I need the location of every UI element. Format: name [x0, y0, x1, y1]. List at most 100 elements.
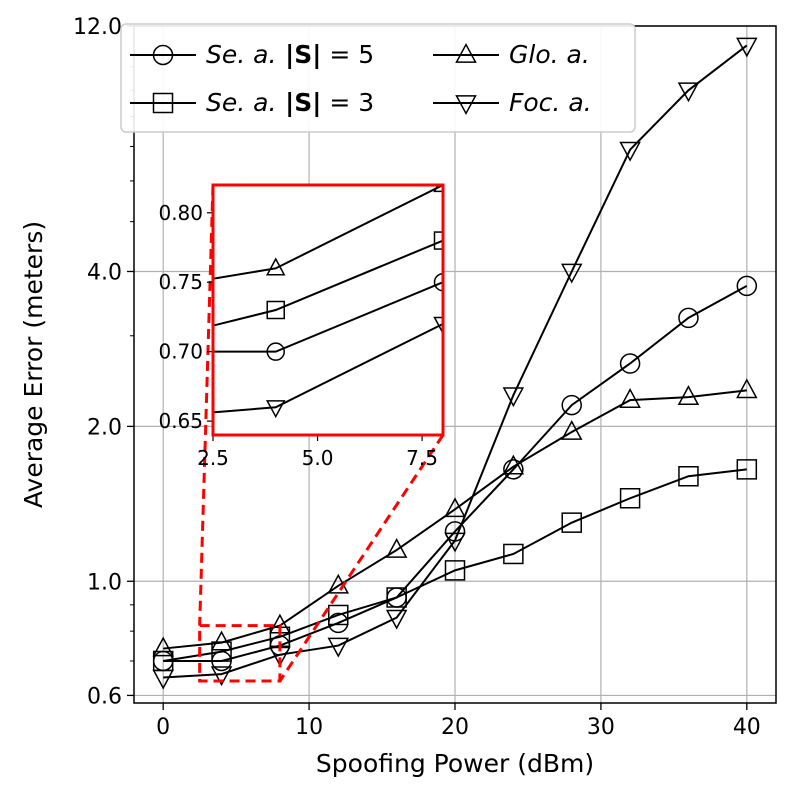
x-tick-label: 0: [156, 715, 170, 740]
inset-frame: [211, 183, 445, 437]
legend-label-part: Glo. a.: [509, 40, 590, 69]
legend-label: Foc. a.: [509, 88, 592, 117]
data-point-triangle-up: [619, 388, 641, 408]
series-line: [163, 389, 747, 650]
inset-series-triangle-up: [213, 185, 443, 280]
legend-label-part: Foc. a.: [509, 88, 592, 117]
data-point-circle: [678, 307, 699, 329]
inset-series-triangle-down: [213, 316, 443, 419]
inset-series-line: [213, 281, 443, 353]
inset-y-tick-label: 0.80: [158, 201, 203, 225]
data-point-triangle-down: [455, 95, 477, 116]
x-tick-label: 40: [733, 715, 761, 740]
data-point-triangle-down: [677, 82, 700, 103]
data-point-triangle-down: [385, 609, 408, 630]
x-tick-label: 20: [441, 715, 469, 740]
data-point-square: [433, 231, 443, 250]
legend-entry-square: Se. a. |S| = 3: [130, 88, 374, 117]
series-triangle-down: [152, 37, 758, 690]
data-point-triangle-down: [210, 666, 233, 687]
legend-entry-triangle-up: Glo. a.: [433, 40, 590, 69]
legend-label-part: |S|: [276, 88, 321, 117]
data-point-square: [678, 465, 699, 487]
y-axis-label: Average Error (meters): [19, 221, 48, 508]
data-point-triangle-down: [619, 141, 641, 162]
data-point-triangle-down: [327, 637, 350, 658]
legend-label: Se. a. |S| = 5: [206, 40, 374, 69]
legend-label: Se. a. |S| = 3: [206, 88, 374, 117]
legend-label-part: Se. a.: [206, 88, 276, 117]
zoom-connector-line: [198, 184, 215, 626]
data-point-square: [266, 300, 285, 320]
y-tick-label: 1.0: [87, 570, 122, 595]
data-point-triangle-down: [736, 37, 758, 58]
data-point-triangle-up: [444, 497, 466, 518]
series-line: [163, 44, 748, 679]
inset-background: [213, 185, 443, 435]
inset-x-tick-label: 2.5: [197, 446, 229, 470]
data-point-triangle-down: [433, 316, 443, 335]
data-point-triangle-up: [736, 378, 758, 399]
data-point-square: [561, 512, 582, 533]
data-point-square: [152, 92, 174, 114]
y-tick-label: 12.0: [73, 15, 122, 40]
inset-y-tick-label: 0.65: [158, 409, 203, 433]
x-axis-label: Spoofing Power (dBm): [316, 749, 594, 778]
data-point-triangle-up: [560, 420, 583, 440]
data-point-triangle-up: [152, 636, 174, 657]
data-point-circle: [619, 353, 641, 374]
inset-x-tick-label: 5.0: [302, 446, 334, 470]
inset-x-tick-label: 7.5: [406, 446, 438, 470]
y-tick-label: 0.6: [87, 684, 122, 709]
inset-series-circle: [213, 272, 443, 361]
data-point-triangle-up: [455, 42, 477, 63]
data-point-circle: [152, 44, 174, 66]
data-point-circle: [561, 394, 582, 416]
legend-label-part: Se. a.: [206, 40, 276, 69]
inset-series-line: [213, 322, 443, 414]
legend-label-part: |S|: [276, 40, 321, 69]
data-point-triangle-down: [560, 263, 583, 284]
zoom-region: [198, 624, 282, 683]
data-point-square: [503, 543, 524, 565]
data-point-triangle-down: [502, 387, 525, 408]
series-line: [163, 285, 748, 662]
inset-series-square: [213, 231, 443, 327]
data-point-triangle-down: [265, 400, 286, 419]
x-tick-label: 30: [587, 715, 615, 740]
inset-chart: 2.5 5.0 7.5 0.65 0.70 0.75 0.80: [158, 183, 445, 470]
legend-label-part: = 5: [321, 40, 374, 69]
inset-y-tick-label: 0.75: [158, 270, 203, 294]
inset-y-tick-label: 0.70: [158, 340, 203, 364]
data-point-circle: [433, 272, 443, 292]
x-tick-label: 10: [295, 715, 323, 740]
zoom-connector-line: [278, 434, 445, 682]
data-point-triangle-up: [502, 454, 525, 475]
inset-series-group: [213, 185, 443, 419]
data-point-square: [444, 560, 466, 581]
inset-series-line: [213, 185, 443, 280]
y-tick-label: 2.0: [87, 415, 122, 440]
legend-entry-circle: Se. a. |S| = 5: [130, 40, 374, 69]
data-point-triangle-up: [677, 385, 700, 405]
data-point-circle: [736, 275, 758, 297]
data-point-circle: [266, 342, 285, 361]
data-point-square: [328, 604, 349, 626]
legend-label-part: = 3: [321, 88, 374, 117]
series-group: [152, 37, 758, 690]
legend-entry-triangle-down: Foc. a.: [433, 88, 592, 117]
data-point-triangle-down: [444, 532, 466, 553]
data-point-triangle-down: [152, 669, 174, 690]
data-point-square: [386, 587, 407, 608]
data-point-triangle-up: [385, 538, 408, 558]
data-point-circle: [503, 459, 524, 480]
data-point-triangle-up: [210, 630, 233, 651]
y-tick-label: 4.0: [87, 260, 122, 285]
series-line: [163, 468, 747, 662]
legend-box: [120, 23, 636, 133]
data-point-square: [619, 487, 641, 509]
inset-series-line: [213, 239, 443, 327]
